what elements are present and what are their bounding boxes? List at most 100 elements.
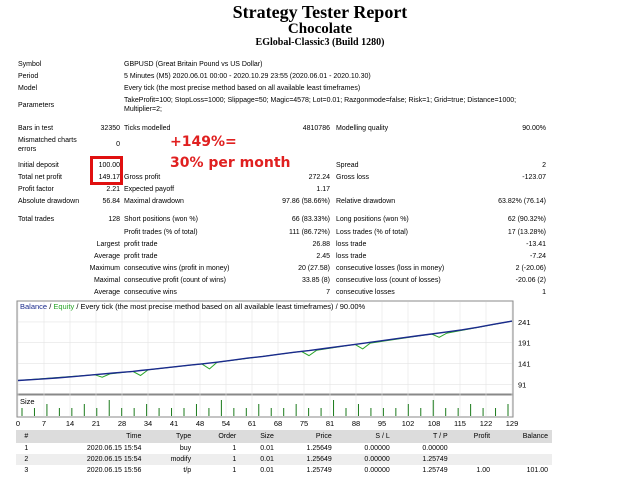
spread-value: 2 xyxy=(542,162,546,169)
balance-chart-svg: 0 7 14 21 28 34 41 48 54 61 68 75 81 88 95 102 108 115 122… xyxy=(16,300,531,428)
maxl-loss-label: consecutive loss (count of losses) xyxy=(336,277,441,284)
cell-size: 0.01 xyxy=(240,454,278,465)
x-tick-label: 28 xyxy=(118,419,126,428)
period-label: Period xyxy=(18,73,39,80)
short-value: 66 (83.33%) xyxy=(291,216,330,223)
x-tick-label: 81 xyxy=(326,419,334,428)
ticks-value: 4810786 xyxy=(302,125,330,132)
balance-chart: 0 7 14 21 28 34 41 48 54 61 68 75 81 88 95 102 108 115 122… xyxy=(16,300,546,430)
cell-tp: 1.25749 xyxy=(393,454,452,465)
cell-profit xyxy=(452,443,494,454)
cell-type: buy xyxy=(179,445,192,452)
cell-size: 0.01 xyxy=(260,467,274,474)
x-tick-label: 95 xyxy=(378,419,386,428)
max-losses-value: 2 (-20.06) xyxy=(515,265,546,272)
cell-order: 1 xyxy=(195,454,241,465)
col-number: # xyxy=(16,430,37,443)
cell-number: 1 xyxy=(24,445,29,452)
maxdd-value: 97.86 (58.66%) xyxy=(282,198,330,205)
cell-balance: 101.00 xyxy=(526,467,548,474)
avg-wins-value: 7 xyxy=(326,289,330,296)
legend-balance: Balance xyxy=(20,302,47,311)
payoff-value: 1.17 xyxy=(316,186,330,193)
cell-profit: 1.00 xyxy=(476,467,491,474)
x-tick-label: 54 xyxy=(222,419,230,428)
cell-time: 2020.06.15 15:54 xyxy=(36,454,146,465)
pf-label: Profit factor xyxy=(18,186,54,193)
x-tick-label: 88 xyxy=(352,419,360,428)
grossloss-value: -123.07 xyxy=(522,174,546,181)
long-label: Long positions (won %) xyxy=(336,216,409,223)
payoff-label: Expected payoff xyxy=(124,186,175,193)
orders-header-row: # Time Type Order Size Price S / L T / P… xyxy=(16,430,552,443)
y-tick-label: 91 xyxy=(518,380,526,389)
deposit-label: Initial deposit xyxy=(18,162,59,169)
col-price: Price xyxy=(277,430,336,443)
bars-value: 32350 xyxy=(100,125,120,132)
col-order: Order xyxy=(195,430,241,443)
avg-wins-label: consecutive wins xyxy=(124,289,177,296)
ltrades-value: 17 (13.28%) xyxy=(507,229,546,236)
legend-equity: Equity xyxy=(53,302,74,311)
col-type: Type xyxy=(145,430,196,443)
ticks-label: Ticks modelled xyxy=(124,125,171,132)
average-profit-label: profit trade xyxy=(124,253,158,260)
table-row: 2 2020.06.15 15:54 modify 1 0.01 1.25649… xyxy=(16,454,552,465)
max-losses-label: consecutive losses (loss in money) xyxy=(336,265,445,272)
short-label: Short positions (won %) xyxy=(124,216,198,223)
col-balance: Balance xyxy=(494,430,552,443)
mismatched-value: 0 xyxy=(116,141,120,148)
absdd-value: 56.84 xyxy=(102,198,120,205)
cell-sl: 0.00000 xyxy=(364,445,390,452)
cell-sl: 0.00000 xyxy=(335,454,394,465)
period-value: 5 Minutes (M5) 2020.06.01 00:00 - 2020.1… xyxy=(124,73,371,80)
cell-time: 2020.06.15 15:56 xyxy=(86,467,142,474)
x-tick-label: 7 xyxy=(42,419,46,428)
netprofit-value: 149.17 xyxy=(98,174,120,181)
reldd-value: 63.82% (76.14) xyxy=(498,198,546,205)
grossprofit-label: Gross profit xyxy=(124,174,161,181)
netprofit-label: Total net profit xyxy=(18,174,62,181)
avg-losses-label: consecutive losses xyxy=(336,289,395,296)
x-tick-label: 34 xyxy=(144,419,152,428)
x-tick-label: 75 xyxy=(300,419,308,428)
reldd-label: Relative drawdown xyxy=(336,198,396,205)
cell-order: 1 xyxy=(232,467,237,474)
maximum-label: Maximum xyxy=(89,265,120,272)
spread-label: Spread xyxy=(336,162,359,169)
ltrades-label: Loss trades (% of total) xyxy=(336,229,408,236)
promo-line2: 30% per month xyxy=(170,155,291,171)
x-tick-label: 0 xyxy=(16,419,20,428)
ptrades-value: 111 (86.72%) xyxy=(289,229,330,236)
col-sl: S / L xyxy=(335,430,394,443)
x-tick-label: 48 xyxy=(196,419,204,428)
max-wins-label: consecutive wins (profit in money) xyxy=(124,265,230,272)
maxdd-label: Maximal drawdown xyxy=(124,198,184,205)
maximal-label: Maximal xyxy=(93,277,120,284)
avg-consec-label: Average xyxy=(94,289,120,296)
cell-number: 3 xyxy=(24,467,29,474)
avg-losses-value: 1 xyxy=(542,289,546,296)
main-plot-frame xyxy=(16,300,514,395)
chart-legend: Balance / Equity / Every tick (the most … xyxy=(20,302,366,311)
cell-number: 2 xyxy=(16,454,37,465)
ptrades-label: Profit trades (% of total) xyxy=(124,229,198,236)
mismatched-label: Mismatched charts xyxy=(18,137,77,144)
model-value: Every tick (the most precise method base… xyxy=(124,85,361,92)
cell-price: 1.25649 xyxy=(306,445,332,452)
x-tick-label: 115 xyxy=(454,419,466,428)
col-profit: Profit xyxy=(451,430,495,443)
x-tick-label: 68 xyxy=(274,419,282,428)
y-tick-label: 141 xyxy=(518,359,531,368)
promo-line1: +149%= xyxy=(170,134,237,150)
cell-type: t/p xyxy=(183,467,192,474)
largest-profit-label: profit trade xyxy=(124,241,158,248)
largest-loss-label: loss trade xyxy=(336,241,367,248)
x-tick-label: 41 xyxy=(170,419,178,428)
legend-separator: / xyxy=(47,302,53,311)
table-row: 3 2020.06.15 15:56 t/p 1 0.01 1.25749 0.… xyxy=(16,465,552,476)
table-row: 1 2020.06.15 15:54 buy 1 0.01 1.25649 0.… xyxy=(16,443,552,454)
orders-table: # Time Type Order Size Price S / L T / P… xyxy=(16,430,552,476)
symbol-value: GBPUSD (Great Britain Pound vs US Dollar… xyxy=(124,61,263,68)
absdd-label: Absolute drawdown xyxy=(18,198,80,205)
